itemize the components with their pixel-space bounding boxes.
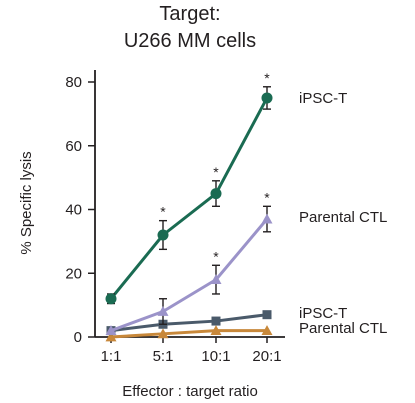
series-line (110, 313, 268, 333)
x-tick-label: 1:1 (101, 348, 122, 365)
x-ticks: 1:1 5:1 10:1 20:1 (101, 337, 282, 365)
data-point (261, 325, 273, 336)
significance-star: * (213, 164, 219, 180)
data-point (210, 274, 222, 285)
data-point (157, 229, 169, 241)
data-point (105, 325, 117, 336)
data-point (157, 306, 169, 316)
significance-star: * (213, 248, 219, 264)
series-group: ** (105, 189, 273, 336)
y-tick-label: 80 (65, 74, 82, 91)
y-ticks: 0 20 40 60 80 (65, 74, 95, 346)
y-tick-label: 20 (65, 265, 82, 282)
data-point (105, 293, 117, 305)
x-tick-label: 20:1 (252, 348, 281, 365)
series-label: Parental CTL (299, 209, 387, 226)
series-label: iPSC-T (299, 305, 347, 322)
data-point (261, 213, 273, 224)
y-tick-label: 60 (65, 138, 82, 155)
series-line (109, 97, 269, 300)
data-point (210, 188, 222, 200)
significance-star: * (160, 204, 166, 220)
x-tick-label: 10:1 (201, 348, 230, 365)
series-group (105, 325, 273, 342)
chart-subtitle: U266 MM cells (124, 30, 256, 52)
series-line (110, 329, 267, 339)
significance-star: * (264, 189, 270, 205)
series-line (110, 218, 269, 333)
significance-star: * (264, 70, 270, 86)
chart-title: Target: (159, 3, 220, 25)
data-point (261, 92, 273, 104)
series-label: Parental CTL (299, 320, 387, 337)
plot-series: ***** (105, 70, 273, 342)
data-point (210, 325, 222, 336)
data-point (105, 331, 117, 342)
x-tick-label: 5:1 (153, 348, 174, 365)
series-group: * * * (105, 70, 273, 305)
y-axis-label: % Specific lysis (18, 151, 35, 254)
series-label: iPSC-T (299, 90, 347, 107)
y-tick-label: 40 (65, 202, 82, 219)
data-point (157, 328, 169, 339)
x-axis-label: Effector : target ratio (122, 383, 258, 400)
y-tick-label: 0 (74, 329, 82, 346)
data-point (211, 316, 221, 326)
data-point (262, 310, 272, 320)
